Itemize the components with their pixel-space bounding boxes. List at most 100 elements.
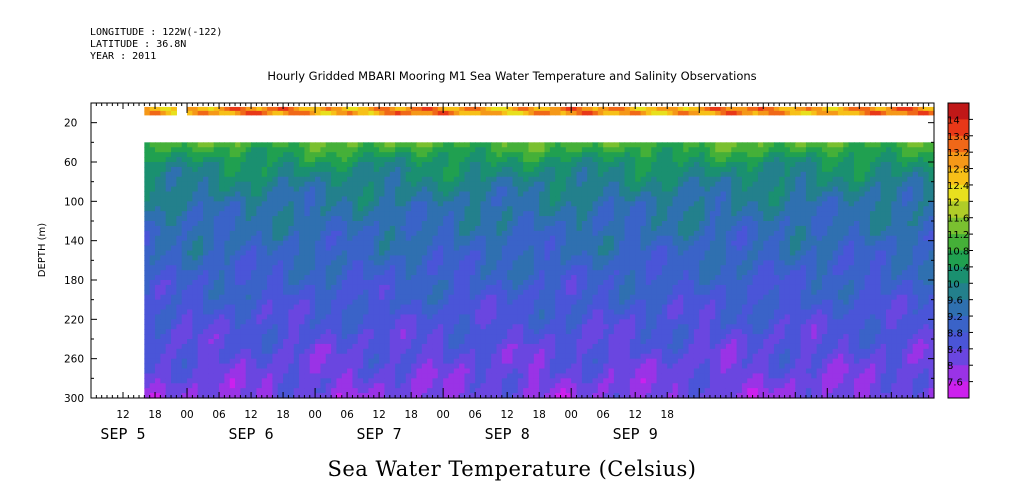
- heatmap-cell: [336, 152, 343, 158]
- heatmap-cell: [229, 289, 236, 296]
- heatmap-cell: [613, 275, 620, 281]
- heatmap-cell: [208, 110, 215, 116]
- heatmap-cell: [496, 373, 503, 379]
- heatmap-cell: [320, 378, 327, 384]
- heatmap-cell: [272, 289, 279, 296]
- heatmap-cell: [357, 343, 364, 350]
- heatmap-cell: [224, 181, 231, 188]
- heatmap-cell: [187, 250, 193, 257]
- heatmap-cell: [251, 230, 257, 237]
- heatmap-cell: [363, 176, 370, 183]
- heatmap-cell: [453, 275, 460, 281]
- heatmap-cell: [251, 171, 257, 178]
- heatmap-cell: [368, 235, 375, 242]
- heatmap-cell: [544, 324, 551, 330]
- heatmap-cell: [336, 260, 343, 266]
- heatmap-cell: [320, 171, 327, 178]
- heatmap-cell: [571, 294, 578, 301]
- heatmap-cell: [619, 383, 626, 389]
- heatmap-cell: [368, 280, 375, 286]
- heatmap-cell: [267, 152, 274, 158]
- heatmap-cell: [240, 358, 247, 365]
- heatmap-cell: [491, 196, 498, 202]
- heatmap-cell: [235, 171, 241, 178]
- heatmap-cell: [320, 353, 327, 360]
- heatmap-cell: [224, 348, 231, 355]
- heatmap-cell: [251, 176, 257, 183]
- heatmap-cell: [416, 329, 423, 335]
- heatmap-cell: [581, 260, 588, 266]
- heatmap-cell: [512, 343, 519, 350]
- heatmap-cell: [149, 339, 156, 345]
- heatmap-cell: [448, 265, 455, 271]
- heatmap-cell: [368, 147, 375, 153]
- heatmap-cell: [459, 181, 466, 188]
- heatmap-cell: [629, 373, 636, 379]
- heatmap-cell: [224, 206, 231, 212]
- heatmap-cell: [613, 260, 620, 266]
- heatmap-cell: [453, 240, 460, 247]
- heatmap-cell: [560, 373, 567, 379]
- heatmap-cell: [512, 240, 519, 247]
- heatmap-cell: [256, 363, 263, 370]
- heatmap-cell: [528, 245, 535, 252]
- heatmap-cell: [251, 363, 257, 370]
- heatmap-cell: [213, 206, 220, 212]
- heatmap-cell: [635, 265, 642, 271]
- heatmap-cell: [197, 368, 204, 375]
- heatmap-cell: [437, 284, 444, 291]
- heatmap-cell: [336, 225, 343, 232]
- heatmap-cell: [475, 265, 482, 271]
- heatmap-cell: [187, 176, 193, 183]
- heatmap-cell: [512, 255, 519, 261]
- heatmap-cell: [309, 142, 316, 148]
- heatmap-cell: [171, 314, 177, 320]
- heatmap-cell: [368, 304, 375, 311]
- heatmap-cell: [421, 368, 428, 375]
- heatmap-cell: [555, 166, 562, 173]
- heatmap-cell: [165, 225, 172, 232]
- heatmap-cell: [629, 157, 636, 163]
- heatmap-cell: [565, 142, 572, 148]
- heatmap-cell: [357, 314, 364, 320]
- heatmap-cell: [576, 373, 583, 379]
- heatmap-cell: [549, 363, 556, 370]
- heatmap-cell: [608, 353, 615, 360]
- heatmap-cell: [491, 383, 498, 389]
- heatmap-cell: [336, 388, 343, 394]
- heatmap-cell: [517, 211, 524, 217]
- heatmap-cell: [379, 240, 386, 247]
- heatmap-cell: [459, 110, 466, 116]
- heatmap-cell: [160, 348, 167, 355]
- heatmap-cell: [629, 314, 636, 320]
- heatmap-cell: [544, 363, 551, 370]
- heatmap-cell: [149, 373, 156, 379]
- heatmap-cell: [592, 110, 599, 116]
- heatmap-cell: [320, 393, 327, 399]
- heatmap-cell: [528, 319, 535, 325]
- heatmap-cell: [528, 255, 535, 261]
- heatmap-cell: [256, 221, 263, 227]
- heatmap-cell: [560, 324, 567, 330]
- heatmap-cell: [549, 142, 556, 148]
- heatmap-cell: [240, 157, 247, 163]
- heatmap-cell: [560, 294, 567, 301]
- heatmap-cell: [341, 324, 348, 330]
- heatmap-cell: [197, 216, 204, 222]
- heatmap-cell: [368, 171, 375, 178]
- heatmap-cell: [555, 329, 562, 335]
- heatmap-cell: [507, 319, 514, 325]
- heatmap-cell: [171, 294, 177, 301]
- heatmap-cell: [224, 324, 231, 330]
- heatmap-cell: [453, 363, 460, 370]
- heatmap-cell: [496, 147, 503, 153]
- heatmap-cell: [475, 240, 482, 247]
- heatmap-cell: [592, 255, 599, 261]
- heatmap-cell: [288, 216, 295, 222]
- heatmap-cell: [149, 171, 156, 178]
- heatmap-cell: [485, 319, 492, 325]
- heatmap-cell: [176, 299, 183, 306]
- heatmap-cell: [597, 299, 604, 306]
- heatmap-cell: [411, 353, 418, 360]
- heatmap-cell: [368, 275, 375, 281]
